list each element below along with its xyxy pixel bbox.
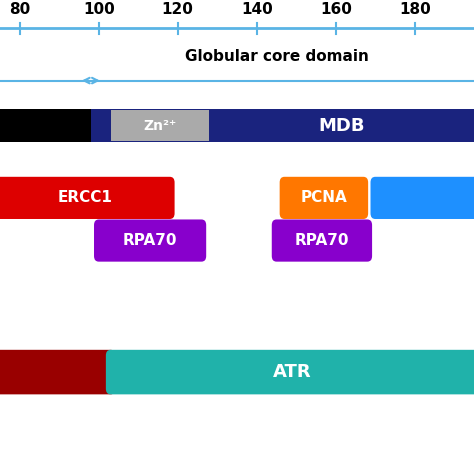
FancyBboxPatch shape (106, 350, 474, 394)
FancyBboxPatch shape (272, 219, 372, 262)
Text: RPA70: RPA70 (123, 233, 177, 248)
Bar (110, 110, 210, 141)
Bar (0, 109, 91, 142)
Text: 80: 80 (9, 1, 30, 17)
FancyBboxPatch shape (280, 177, 368, 219)
FancyBboxPatch shape (371, 177, 474, 219)
Text: ERCC1: ERCC1 (57, 191, 112, 205)
FancyBboxPatch shape (0, 350, 115, 394)
Text: ATR: ATR (273, 363, 311, 381)
Text: RPA70: RPA70 (295, 233, 349, 248)
Bar (91, 109, 474, 142)
Text: 160: 160 (320, 1, 352, 17)
FancyBboxPatch shape (0, 177, 174, 219)
FancyBboxPatch shape (94, 219, 206, 262)
Text: 180: 180 (399, 1, 430, 17)
Text: Globular core domain: Globular core domain (184, 49, 368, 64)
Text: MDB: MDB (319, 117, 365, 135)
Text: 100: 100 (83, 1, 115, 17)
Text: Zn²⁺: Zn²⁺ (143, 118, 177, 133)
Text: 140: 140 (241, 1, 273, 17)
Text: 120: 120 (162, 1, 194, 17)
Text: PCNA: PCNA (301, 191, 347, 205)
